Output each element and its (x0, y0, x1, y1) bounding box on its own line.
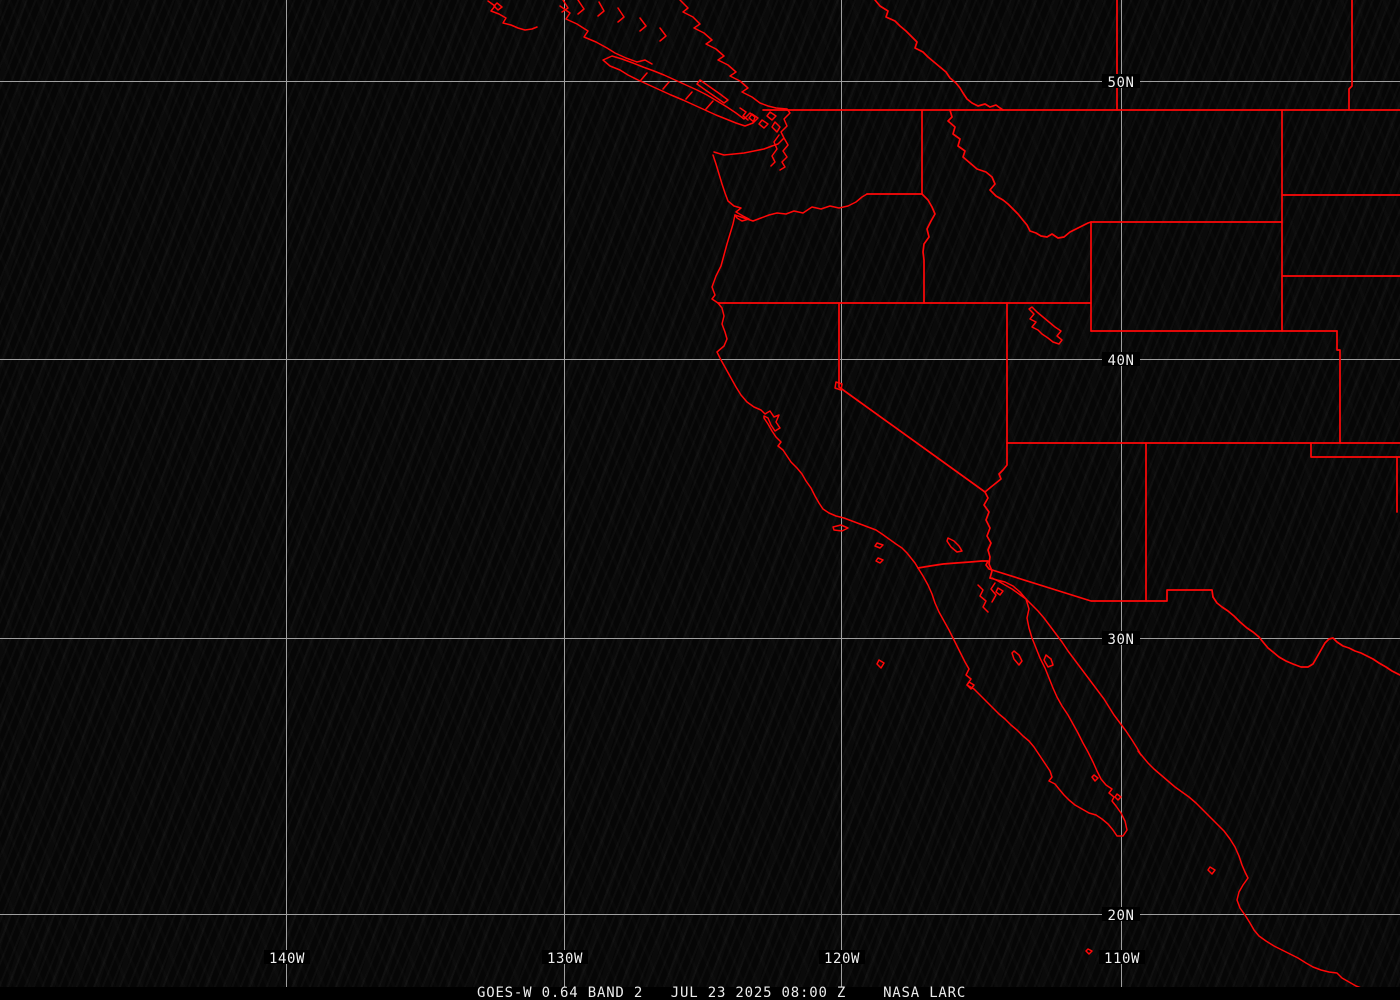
san-juan-islands (739, 107, 777, 129)
georgia-strait-islands (696, 79, 729, 104)
idaho-montana-bitterroot-border (947, 109, 1092, 239)
svg-text:140W: 140W (269, 951, 305, 967)
lat-label-30n: 30N (1102, 631, 1140, 648)
svg-text:130W: 130W (547, 951, 583, 967)
image-caption: GOES-W 0.64 BAND 2 JUL 23 2025 08:00 Z N… (477, 985, 967, 1000)
washington-coast (712, 154, 750, 222)
bc-fjord-inlets (559, 0, 667, 65)
oklahoma-panhandle-border (1310, 442, 1400, 458)
gulf-of-california-islands (1011, 650, 1122, 801)
coastlines (487, 0, 1361, 987)
colorado-east-border-102w (1336, 330, 1341, 444)
caption-bar (0, 987, 1400, 1000)
california-arizona-colorado-river-border (983, 491, 993, 579)
rio-grande (1212, 596, 1400, 676)
channel-islands (832, 524, 884, 564)
us-mexico-border (917, 560, 1214, 602)
nw-island-chain (487, 0, 538, 31)
lat-label-50n: 50N (1102, 74, 1140, 91)
svg-text:20N: 20N (1107, 908, 1134, 924)
svg-text:40N: 40N (1107, 353, 1134, 369)
lakes (834, 306, 1063, 553)
lake-tahoe (834, 381, 843, 391)
nevada-arizona-colorado-river-border (984, 442, 1008, 493)
oregon-idaho-snake-river-border (921, 193, 936, 304)
svg-text:110W: 110W (1104, 951, 1140, 967)
bc-alberta-border (874, 0, 1004, 111)
svg-text:50N: 50N (1107, 75, 1134, 91)
lat-label-40n: 40N (1102, 352, 1140, 369)
saskatchewan-manitoba-border (1348, 0, 1353, 111)
columbia-river-wa-or-border (734, 193, 868, 222)
baja-california-coast (917, 567, 1128, 837)
political-borders (717, 0, 1400, 676)
graticule-labels: 50N 40N 30N 20N 140W (264, 74, 1145, 967)
oregon-coast (711, 214, 736, 304)
puget-sound (713, 108, 791, 171)
lat-label-20n: 20N (1102, 907, 1140, 924)
lon-label-110w: 110W (1099, 950, 1145, 967)
california-coast (716, 302, 919, 569)
colorado-river-delta (977, 582, 1004, 613)
lon-label-140w: 140W (264, 950, 310, 967)
mexico-mainland-coast (991, 577, 1361, 987)
lon-label-130w: 130W (542, 950, 588, 967)
lon-label-120w: 120W (819, 950, 865, 967)
svg-text:30N: 30N (1107, 632, 1134, 648)
salton-sea (946, 537, 963, 553)
svg-text:120W: 120W (824, 951, 860, 967)
vancouver-island (602, 55, 756, 127)
pacific-islands (876, 659, 1216, 955)
great-salt-lake (1028, 306, 1063, 345)
bc-mainland-coast (679, 0, 788, 110)
california-nevada-border (838, 302, 986, 493)
